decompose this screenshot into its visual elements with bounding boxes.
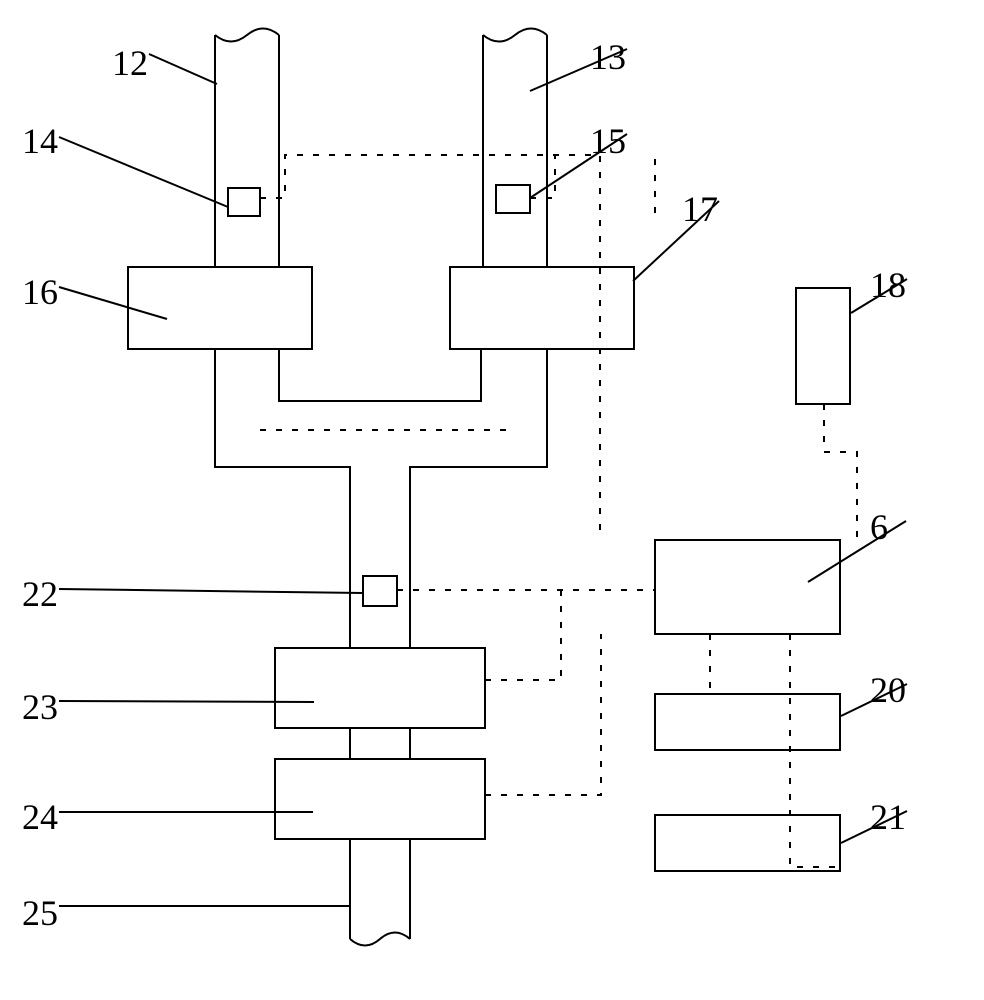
box-sensor14 [228,188,260,216]
label-24: 24 [22,797,58,837]
box-box20 [655,694,840,750]
box-sensor22 [363,576,397,606]
label-6: 6 [870,507,888,547]
box-box6 [655,540,840,634]
label-17: 17 [682,189,718,229]
box-box24 [275,759,485,839]
label-22: 22 [22,574,58,614]
label-23: 23 [22,687,58,727]
box-box21 [655,815,840,871]
box-box17 [450,267,634,349]
label-20: 20 [870,670,906,710]
label-14: 14 [22,121,58,161]
label-16: 16 [22,272,58,312]
label-12: 12 [112,43,148,83]
label-15: 15 [590,121,626,161]
label-13: 13 [590,37,626,77]
label-21: 21 [870,797,906,837]
box-box23 [275,648,485,728]
label-25: 25 [22,893,58,933]
box-sensor15 [496,185,530,213]
schematic-diagram: 6 12 13 14 15 16 17 18 20 21 22 23 24 25 [0,0,984,1000]
label-18: 18 [870,265,906,305]
box-box16 [128,267,312,349]
box-box18 [796,288,850,404]
